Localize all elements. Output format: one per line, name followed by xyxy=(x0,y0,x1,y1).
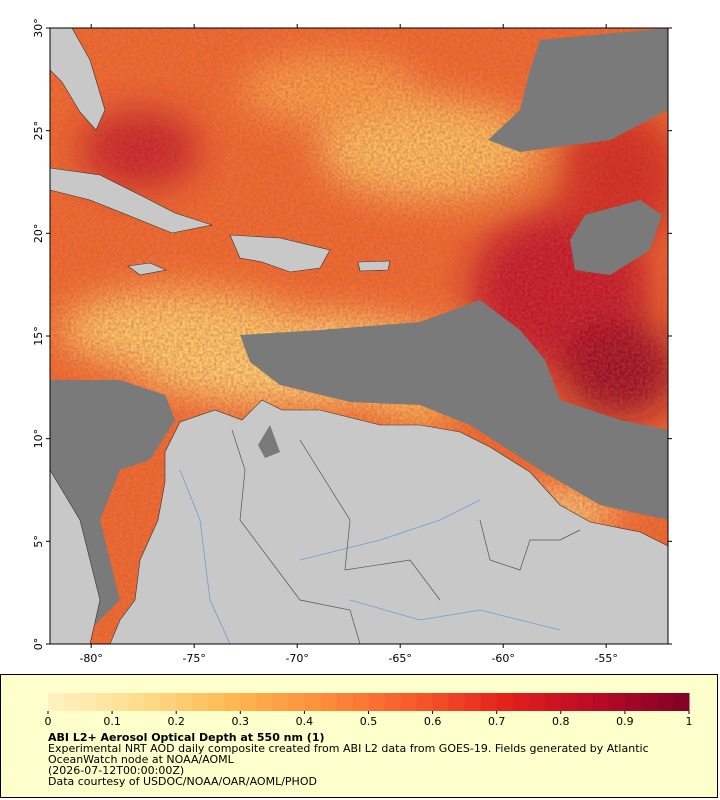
colorbar-swatch xyxy=(128,693,145,711)
colorbar-swatch xyxy=(144,693,161,711)
x-tick-label: -70° xyxy=(285,652,308,665)
river xyxy=(299,499,481,561)
colorbar: 0 0.1 0.2 0.3 0.4 0.5 0.6 0.7 0.8 0.9 1 xyxy=(45,693,693,728)
map-area xyxy=(50,28,668,644)
border xyxy=(231,429,361,644)
colorbar-swatch xyxy=(384,693,402,711)
colorbar-tick-label: 0.4 xyxy=(296,715,314,728)
colorbar-tick-label: 0.3 xyxy=(232,715,250,728)
colorbar-swatch xyxy=(480,693,498,711)
colorbar-tick-label: 0.7 xyxy=(488,715,506,728)
colorbar-swatch xyxy=(192,693,209,711)
colorbar-swatch xyxy=(560,693,578,711)
colorbar-swatch xyxy=(592,693,610,711)
colorbar-swatch xyxy=(448,693,466,711)
colorbar-swatch xyxy=(64,693,81,711)
colorbar-swatch xyxy=(336,693,353,711)
no-data xyxy=(50,28,668,644)
colorbar-swatch xyxy=(544,693,562,711)
y-tick-label: 30° xyxy=(32,18,45,38)
no-data-region xyxy=(240,300,668,520)
colorbar-tick-label: 0 xyxy=(45,715,52,728)
colorbar-tick-label: 0.1 xyxy=(103,715,121,728)
colorbar-swatch xyxy=(416,693,434,711)
colorbar-tick-label: 0.5 xyxy=(360,715,378,728)
colorbar-tick-label: 0.2 xyxy=(167,715,185,728)
colorbar-swatch xyxy=(672,693,690,711)
colorbar-swatch xyxy=(304,693,321,711)
y-tick-label: 25° xyxy=(32,121,45,141)
hispaniola xyxy=(229,234,331,273)
colorbar-swatch xyxy=(640,693,658,711)
caption-title: ABI L2+ Aerosol Optical Depth at 550 nm … xyxy=(48,731,325,744)
colorbar-swatch xyxy=(352,693,369,711)
colorbar-swatch xyxy=(208,693,225,711)
puerto-rico xyxy=(357,260,391,272)
map-figure: -80° -75° -70° -65° -60° -55° 0° 5° 10° 15° 20° 25°… xyxy=(32,18,672,665)
colorbar-swatch xyxy=(656,693,674,711)
x-tick-label: -60° xyxy=(491,652,514,665)
colorbar-swatch xyxy=(608,693,626,711)
colorbar-swatch xyxy=(496,693,514,711)
colorbar-swatch xyxy=(240,693,257,711)
colorbar-swatch xyxy=(576,693,594,711)
river xyxy=(179,469,231,644)
cuba xyxy=(50,167,214,234)
colorbar-tick-label: 0.8 xyxy=(552,715,570,728)
colorbar-swatch xyxy=(272,693,289,711)
colorbar-swatch xyxy=(368,693,386,711)
x-tick-label: -55° xyxy=(594,652,617,665)
colorbar-swatch xyxy=(320,693,337,711)
x-tick-label: -65° xyxy=(388,652,411,665)
caption-text: ABI L2+ Aerosol Optical Depth at 550 nm … xyxy=(48,732,688,787)
colorbar-swatch xyxy=(464,693,482,711)
colorbar-swatch xyxy=(528,693,546,711)
colorbar-swatch xyxy=(288,693,305,711)
colorbar-swatch xyxy=(400,693,418,711)
y-tick-label: 15° xyxy=(32,326,45,346)
colorbar-swatch xyxy=(624,693,642,711)
colorbar-swatch xyxy=(160,693,177,711)
colorbar-tick-label: 0.6 xyxy=(424,715,442,728)
colorbar-swatch xyxy=(80,693,97,711)
no-data-region xyxy=(488,28,668,152)
y-tick-label: 0° xyxy=(32,638,45,651)
land xyxy=(50,28,668,644)
colorbar-swatch xyxy=(432,693,450,711)
colorbar-swatch xyxy=(48,693,65,711)
border xyxy=(299,439,441,601)
caption-date: (2026-07-12T00:00:00Z) xyxy=(48,764,185,777)
colorbar-swatch xyxy=(512,693,530,711)
colorbar-swatch xyxy=(176,693,193,711)
caption-box: 0 0.1 0.2 0.3 0.4 0.5 0.6 0.7 0.8 0.9 1 ABI L2+ Ae… xyxy=(0,674,718,798)
caption-credit: Data courtesy of USDOC/NOAA/OAR/AOML/PHO… xyxy=(48,775,317,788)
colorbar-swatch xyxy=(96,693,113,711)
x-tick-label: -75° xyxy=(182,652,205,665)
central-america xyxy=(50,469,101,644)
colorbar-tick-label: 0.9 xyxy=(616,715,634,728)
florida xyxy=(50,28,106,131)
border xyxy=(479,519,581,571)
lake-maracaibo xyxy=(258,425,280,458)
x-tick-label: -80° xyxy=(79,652,102,665)
y-tick-label: 20° xyxy=(32,224,45,244)
no-data-region xyxy=(570,200,662,275)
jamaica xyxy=(127,262,168,276)
y-tick-label: 5° xyxy=(32,535,45,548)
river xyxy=(349,599,561,631)
borders xyxy=(231,429,581,644)
colorbar-swatch xyxy=(224,693,241,711)
south-america xyxy=(109,399,668,644)
colorbar-swatch xyxy=(256,693,273,711)
caption-description: Experimental NRT AOD daily composite cre… xyxy=(48,742,649,766)
y-tick-label: 10° xyxy=(32,429,45,449)
rivers xyxy=(179,469,561,644)
colorbar-swatch xyxy=(112,693,129,711)
colorbar-tick-label: 1 xyxy=(686,715,693,728)
